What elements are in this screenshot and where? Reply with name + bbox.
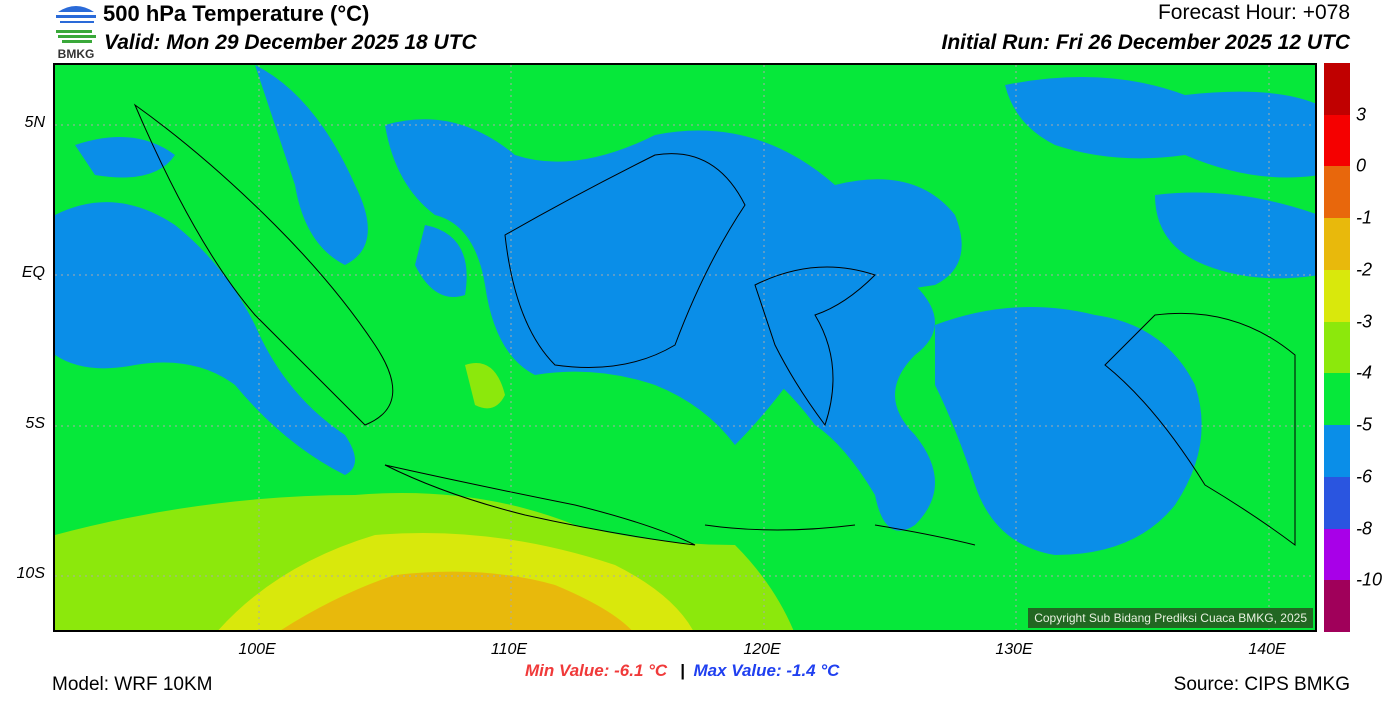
lon-label-110e: 110E: [490, 641, 528, 658]
svg-text:BMKG: BMKG: [58, 47, 95, 60]
coastlines: [133, 103, 1296, 546]
colorbar-label: 0: [1356, 155, 1367, 176]
lat-label-eq: EQ: [21, 264, 45, 281]
min-max-values: Min Value: -6.1 °C | Max Value: -1.4 °C: [525, 661, 839, 681]
colorbar-label: -4: [1356, 362, 1373, 383]
colorbar-label: -10: [1356, 569, 1383, 590]
min-value: Min Value: -6.1 °C: [525, 661, 668, 680]
colorbar-segment: [1324, 580, 1350, 633]
temperature-field: [55, 65, 1315, 630]
colorbar-segment: [1324, 218, 1350, 271]
temperature-map[interactable]: Copyright Sub Bidang Prediksi Cuaca BMKG…: [53, 63, 1317, 632]
colorbar-segment: [1324, 425, 1350, 478]
lon-label-130e: 130E: [995, 641, 1033, 658]
model-label: Model: WRF 10KM: [52, 674, 213, 695]
colorbar-segment: [1324, 476, 1350, 530]
lat-label-5n: 5N: [24, 114, 45, 131]
bmkg-logo-icon: BMKG: [56, 6, 96, 61]
bmkg-logo: BMKG: [52, 2, 100, 61]
lon-label-100e: 100E: [238, 641, 276, 658]
chart-title: 500 hPa Temperature (°C): [103, 1, 370, 26]
colorbar-label: -8: [1356, 518, 1373, 539]
copyright-notice: Copyright Sub Bidang Prediksi Cuaca BMKG…: [1028, 608, 1313, 628]
valid-time: Valid: Mon 29 December 2025 18 UTC: [104, 31, 477, 54]
colorbar-segment: [1324, 166, 1350, 219]
colorbar-segment: [1324, 373, 1350, 426]
separator: |: [679, 661, 685, 680]
forecast-hour: Forecast Hour: +078: [1157, 1, 1350, 24]
colorbar-segment: [1324, 321, 1350, 374]
lon-label-140e: 140E: [1248, 641, 1286, 658]
colorbar-segment: [1324, 63, 1350, 116]
source-label: Source: CIPS BMKG: [1173, 674, 1350, 695]
colorbar-segment: [1324, 114, 1350, 167]
initial-run: Initial Run: Fri 26 December 2025 12 UTC: [941, 31, 1350, 54]
colorbar-segment: [1324, 269, 1350, 323]
lon-label-120e: 120E: [743, 641, 781, 658]
colorbar-label: -5: [1356, 414, 1373, 435]
colorbar-label: -1: [1356, 207, 1373, 228]
max-value: Max Value: -1.4 °C: [693, 661, 840, 680]
colorbar-label: -6: [1356, 466, 1373, 487]
lat-label-10s: 10S: [16, 565, 45, 582]
colorbar-label: -2: [1356, 259, 1373, 280]
colorbar-label: -3: [1356, 311, 1373, 332]
lat-label-5s: 5S: [25, 415, 45, 432]
colorbar-segment: [1324, 528, 1350, 581]
colorbar-label: 3: [1356, 104, 1367, 125]
